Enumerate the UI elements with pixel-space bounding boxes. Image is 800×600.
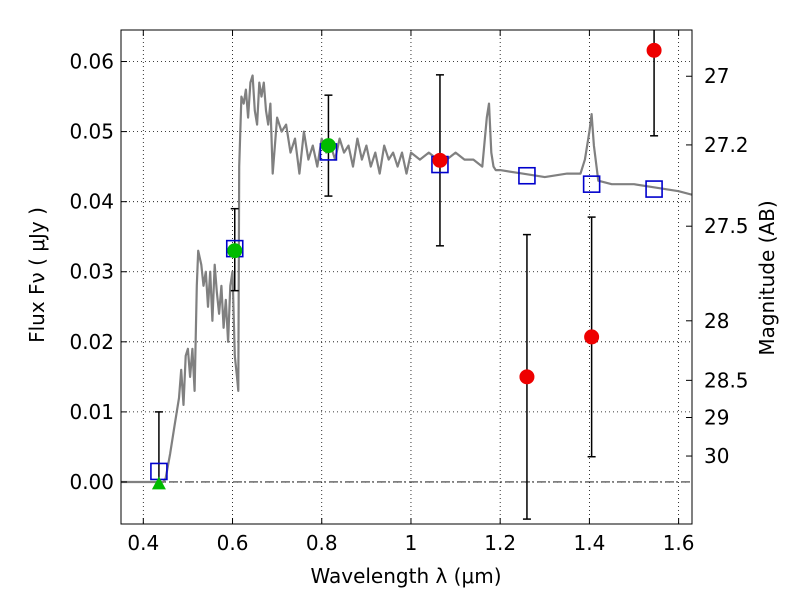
measured-flux-point xyxy=(584,329,600,345)
x-axis-label: Wavelength λ (μm) xyxy=(310,564,501,588)
y-tick-label: 0.02 xyxy=(69,330,114,354)
y-tick-label: 0.00 xyxy=(69,470,114,494)
y-tick-label: 0.04 xyxy=(69,190,114,214)
x-tick-label: 1.2 xyxy=(484,531,516,555)
x-tick-label: 1 xyxy=(405,531,418,555)
measured-flux-point xyxy=(320,138,336,154)
measured-flux-point xyxy=(646,42,662,58)
y2-tick-label: 30 xyxy=(704,444,729,468)
measured-flux-point xyxy=(432,152,448,168)
y2-tick-label: 27.5 xyxy=(704,214,749,238)
x-tick-label: 0.6 xyxy=(217,531,249,555)
y2-tick-label: 28 xyxy=(704,309,729,333)
y2-tick-label: 27 xyxy=(704,64,729,88)
model-photometry-square xyxy=(645,180,663,198)
x-tick-label: 1.4 xyxy=(573,531,605,555)
upper-limit-triangle xyxy=(151,476,166,490)
series-layer xyxy=(121,30,692,520)
y-tick-label: 0.01 xyxy=(69,400,114,424)
y2-tick-label: 27.2 xyxy=(704,133,749,157)
plot-frame xyxy=(120,29,693,525)
measured-flux-point xyxy=(519,369,535,385)
model-photometry-square xyxy=(518,166,536,185)
measured-flux-point xyxy=(227,243,243,259)
y-tick-label: 0.03 xyxy=(69,260,114,284)
y-tick-label: 0.05 xyxy=(69,120,114,144)
x-tick-label: 0.8 xyxy=(306,531,338,555)
sed-model-line xyxy=(121,74,692,484)
tick-layer: 0.4 0.6 0.8 1 1.2 1.4 1.6 0.00 0.01 0.02 0.03 0.04 0… xyxy=(69,30,749,555)
model-photometry-square xyxy=(582,175,601,193)
y-axis-label: Flux Fν ( μJy ) xyxy=(25,207,49,343)
y2-axis-label: Magnitude (AB) xyxy=(755,200,779,355)
x-tick-label: 0.4 xyxy=(127,531,159,555)
y-tick-label: 0.06 xyxy=(69,50,114,74)
x-tick-label: 1.6 xyxy=(663,531,695,555)
y2-tick-label: 29 xyxy=(704,405,729,429)
y2-tick-label: 28.5 xyxy=(704,368,749,392)
